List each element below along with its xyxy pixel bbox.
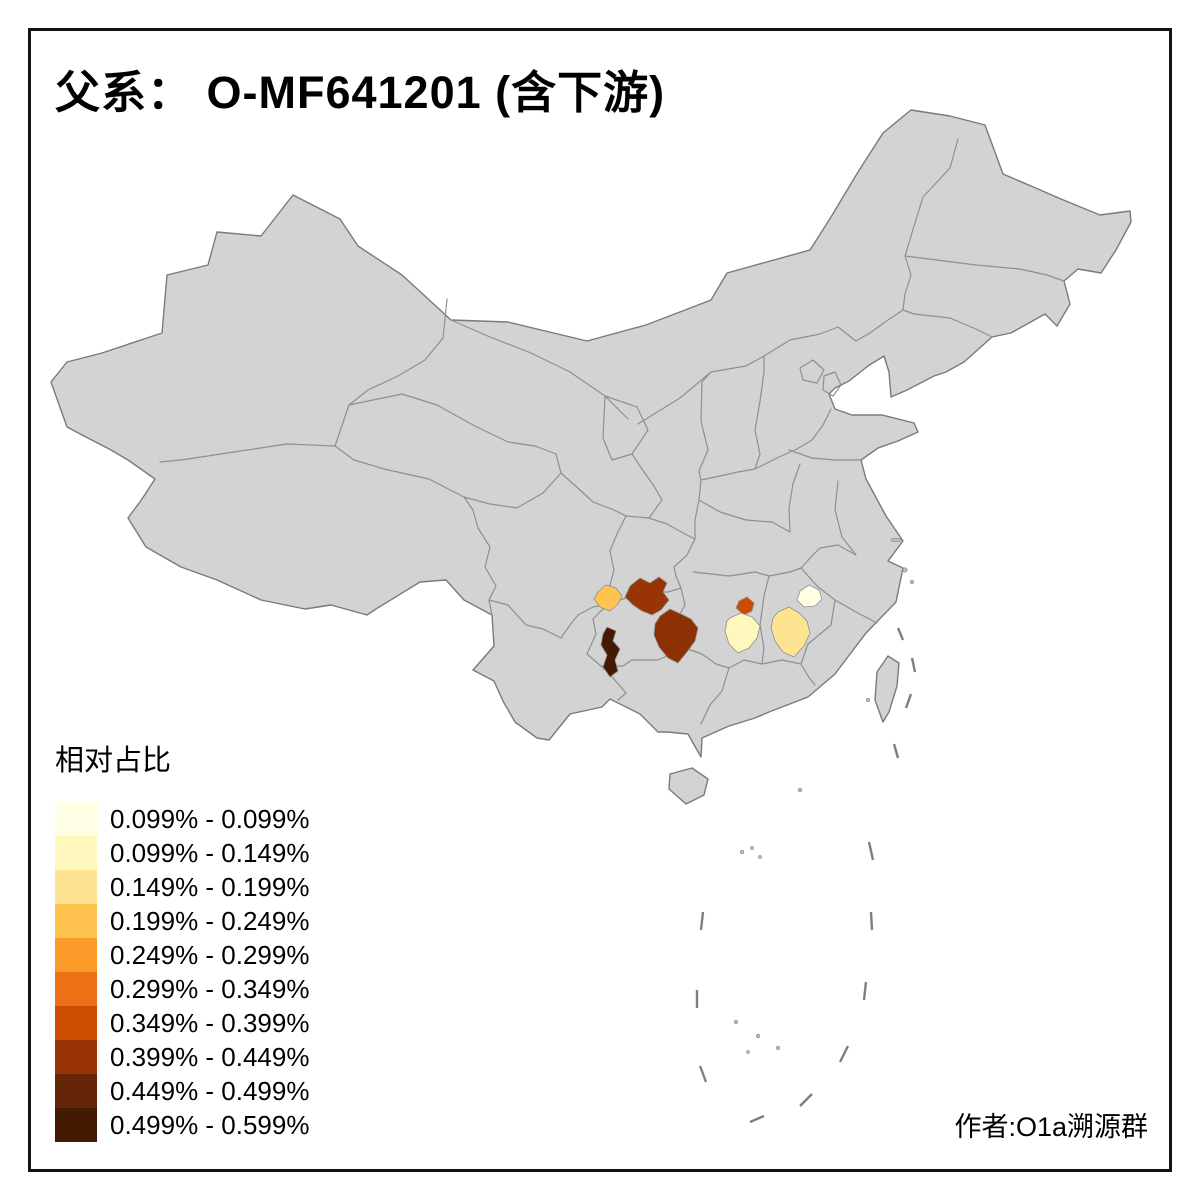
legend-item: 0.099% - 0.149% bbox=[55, 836, 309, 870]
legend-swatch bbox=[55, 972, 97, 1006]
map-region-8 bbox=[796, 584, 823, 608]
legend-item: 0.449% - 0.499% bbox=[55, 1074, 309, 1108]
map-region-6 bbox=[724, 612, 761, 654]
legend-item: 0.199% - 0.249% bbox=[55, 904, 309, 938]
legend-swatch bbox=[55, 1006, 97, 1040]
legend-swatch bbox=[55, 1108, 97, 1142]
hainan-island bbox=[668, 767, 709, 805]
legend-label: 0.249% - 0.299% bbox=[110, 939, 310, 970]
mainland-china-outline bbox=[50, 109, 1132, 758]
small-islands bbox=[734, 537, 914, 1054]
legend-label: 0.199% - 0.249% bbox=[110, 905, 310, 936]
map-region-5 bbox=[735, 596, 755, 616]
legend-item: 0.249% - 0.299% bbox=[55, 938, 309, 972]
legend-label: 0.349% - 0.399% bbox=[110, 1007, 310, 1038]
highlighted-regions bbox=[593, 576, 823, 678]
legend-items: 0.099% - 0.099% 0.099% - 0.149% 0.149% - 0… bbox=[55, 802, 309, 1142]
legend-swatch bbox=[55, 870, 97, 904]
legend-item: 0.149% - 0.199% bbox=[55, 870, 309, 904]
legend-label: 0.299% - 0.349% bbox=[110, 973, 310, 1004]
legend-swatch bbox=[55, 802, 97, 836]
map-region-3 bbox=[653, 608, 699, 664]
legend-label: 0.149% - 0.199% bbox=[110, 871, 310, 902]
legend-label: 0.099% - 0.099% bbox=[110, 803, 310, 834]
province-borders bbox=[159, 138, 1065, 725]
legend-item: 0.099% - 0.099% bbox=[55, 802, 309, 836]
legend-title: 相对占比 bbox=[55, 745, 172, 777]
legend-item: 0.299% - 0.349% bbox=[55, 972, 309, 1006]
legend-item: 0.499% - 0.599% bbox=[55, 1108, 309, 1142]
legend-item: 0.349% - 0.399% bbox=[55, 1006, 309, 1040]
legend-swatch bbox=[55, 1074, 97, 1108]
legend: 相对占比 0.099% - 0.099% 0.099% - 0.149% 0.149… bbox=[55, 745, 309, 1142]
legend-item: 0.399% - 0.449% bbox=[55, 1040, 309, 1074]
legend-label: 0.399% - 0.449% bbox=[110, 1041, 310, 1072]
map-region-2 bbox=[624, 576, 670, 616]
legend-label: 0.449% - 0.499% bbox=[110, 1075, 310, 1106]
author-credit: 作者:O1a溯源群 bbox=[954, 1112, 1148, 1142]
map-region-7 bbox=[770, 606, 811, 658]
nine-dash-line bbox=[695, 627, 917, 1124]
legend-swatch bbox=[55, 1040, 97, 1074]
legend-swatch bbox=[55, 836, 97, 870]
legend-swatch bbox=[55, 938, 97, 972]
legend-label: 0.099% - 0.149% bbox=[110, 837, 310, 868]
map-region-4 bbox=[600, 626, 621, 678]
taiwan-island bbox=[874, 655, 900, 723]
map-title: 父系： O-MF641201 (含下游) bbox=[55, 67, 666, 118]
map-region-1 bbox=[593, 584, 623, 612]
legend-label: 0.499% - 0.599% bbox=[110, 1109, 310, 1140]
legend-swatch bbox=[55, 904, 97, 938]
